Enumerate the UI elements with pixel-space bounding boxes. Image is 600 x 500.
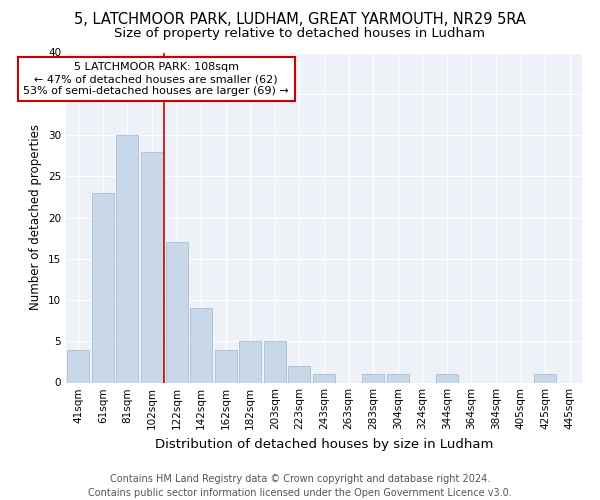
Bar [116, 135, 139, 382]
Text: 5 LATCHMOOR PARK: 108sqm
← 47% of detached houses are smaller (62)
53% of semi-d: 5 LATCHMOOR PARK: 108sqm ← 47% of detach… [23, 62, 289, 96]
Bar [166, 242, 188, 382]
Text: Contains HM Land Registry data © Crown copyright and database right 2024.
Contai: Contains HM Land Registry data © Crown c… [88, 474, 512, 498]
Bar [264, 341, 286, 382]
Bar [313, 374, 335, 382]
Bar [141, 152, 163, 382]
Bar [386, 374, 409, 382]
Bar [289, 366, 310, 382]
Text: Size of property relative to detached houses in Ludham: Size of property relative to detached ho… [115, 28, 485, 40]
Bar [215, 350, 237, 382]
X-axis label: Distribution of detached houses by size in Ludham: Distribution of detached houses by size … [155, 438, 493, 451]
Bar [190, 308, 212, 382]
Bar [67, 350, 89, 382]
Bar [534, 374, 556, 382]
Y-axis label: Number of detached properties: Number of detached properties [29, 124, 43, 310]
Bar [239, 341, 262, 382]
Text: 5, LATCHMOOR PARK, LUDHAM, GREAT YARMOUTH, NR29 5RA: 5, LATCHMOOR PARK, LUDHAM, GREAT YARMOUT… [74, 12, 526, 28]
Bar [436, 374, 458, 382]
Bar [92, 192, 114, 382]
Bar [362, 374, 384, 382]
